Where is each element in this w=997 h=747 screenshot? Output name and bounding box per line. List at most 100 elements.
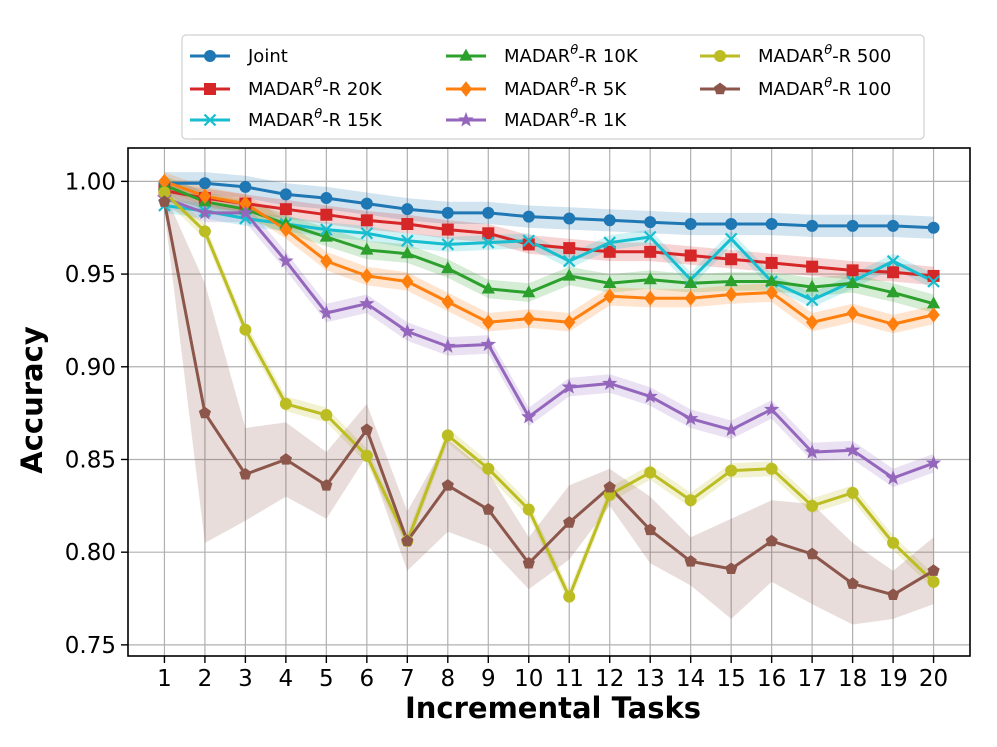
- point-joint-3: [239, 180, 252, 193]
- point-joint-12: [603, 214, 616, 227]
- point-madartheta-r-500-17: [806, 499, 819, 512]
- point-madartheta-r-5k-10: [522, 310, 535, 327]
- legend-marker-madartheta-r-10k: [459, 48, 473, 61]
- point-madartheta-r-15k-6: [360, 227, 374, 240]
- x-axis-label: Incremental Tasks: [405, 691, 701, 725]
- x-tick-label-10: 10: [514, 666, 543, 692]
- point-joint-7: [401, 203, 414, 216]
- x-tick-label-5: 5: [319, 666, 334, 692]
- point-madartheta-r-5k-2: [198, 188, 212, 204]
- point-madartheta-r-20k-18: [846, 264, 859, 277]
- point-joint-10: [522, 210, 535, 223]
- point-joint-15: [725, 218, 738, 231]
- point-madartheta-r-15k-15: [724, 232, 738, 246]
- x-tick-label-17: 17: [797, 666, 826, 692]
- plot-frame: [127, 147, 971, 657]
- point-madartheta-r-20k-15: [725, 253, 738, 266]
- x-tick-label-14: 14: [676, 666, 705, 692]
- point-joint-18: [846, 219, 859, 232]
- x-tick-label-6: 6: [360, 666, 375, 692]
- point-madartheta-r-15k-3: [239, 212, 252, 225]
- x-tick-label-8: 8: [440, 666, 455, 692]
- point-madartheta-r-5k-14: [684, 290, 697, 306]
- point-madartheta-r-500-16: [765, 462, 778, 475]
- y-tick-label-5: 1.00: [65, 169, 116, 195]
- point-madartheta-r-20k-19: [887, 266, 900, 279]
- point-madartheta-r-100-20: [927, 564, 940, 576]
- point-madartheta-r-20k-10: [522, 238, 535, 251]
- point-madartheta-r-20k-8: [441, 223, 454, 236]
- point-joint-13: [644, 216, 657, 229]
- point-madartheta-r-100-4: [279, 453, 292, 465]
- point-madartheta-r-5k-16: [765, 284, 778, 301]
- point-madartheta-r-15k-7: [401, 234, 414, 247]
- point-madartheta-r-1k-10: [521, 408, 537, 424]
- point-madartheta-r-500-13: [644, 466, 657, 479]
- point-madartheta-r-15k-5: [320, 223, 333, 236]
- point-madartheta-r-5k-19: [886, 316, 900, 332]
- point-joint-17: [806, 219, 819, 232]
- point-madartheta-r-1k-11: [561, 379, 577, 394]
- point-madartheta-r-5k-9: [482, 314, 495, 331]
- point-madartheta-r-5k-15: [725, 286, 738, 303]
- point-madartheta-r-15k-11: [562, 254, 576, 268]
- line-madartheta-r-5k: [163, 179, 934, 326]
- point-joint-20: [927, 221, 940, 234]
- series-lines: [162, 179, 935, 599]
- point-madartheta-r-500-20: [927, 575, 940, 588]
- line-joint: [164, 181, 934, 230]
- point-madartheta-r-5k-12: [603, 288, 616, 305]
- point-madartheta-r-20k-17: [806, 260, 819, 273]
- legend-label-madartheta-r-15k: MADARθ-R 15K: [248, 107, 383, 131]
- legend-label-madartheta-r-10k: MADARθ-R 10K: [504, 43, 639, 67]
- legend-label-madartheta-r-500: MADARθ-R 500: [758, 43, 891, 67]
- point-madartheta-r-5k-13: [644, 290, 657, 306]
- point-madartheta-r-100-8: [441, 479, 454, 491]
- point-madartheta-r-5k-20: [927, 307, 940, 323]
- point-madartheta-r-500-19: [887, 536, 900, 549]
- series-markers: [156, 173, 942, 603]
- point-madartheta-r-15k-12: [603, 236, 616, 249]
- x-tick-label-13: 13: [636, 666, 665, 692]
- point-madartheta-r-5k-17: [805, 314, 819, 331]
- point-joint-5: [320, 192, 333, 205]
- point-madartheta-r-100-15: [725, 562, 738, 574]
- point-madartheta-r-10k-11: [562, 268, 576, 281]
- point-madartheta-r-500-15: [725, 464, 738, 477]
- point-madartheta-r-100-10: [522, 556, 535, 569]
- x-tick-label-4: 4: [279, 666, 294, 692]
- x-tick-label-2: 2: [198, 666, 213, 692]
- point-madartheta-r-100-6: [360, 423, 373, 435]
- point-madartheta-r-1k-20: [925, 455, 942, 470]
- point-madartheta-r-1k-5: [318, 304, 334, 320]
- band-madartheta-r-10k: [164, 175, 934, 313]
- point-madartheta-r-100-17: [806, 547, 819, 560]
- x-tick-label-7: 7: [400, 666, 415, 692]
- x-tick-label-12: 12: [595, 666, 624, 692]
- point-joint-11: [563, 212, 576, 225]
- line-madartheta-r-20k: [164, 189, 934, 278]
- y-tick-label-4: 0.95: [65, 262, 116, 288]
- band-madartheta-r-100: [164, 192, 934, 625]
- point-madartheta-r-100-14: [684, 555, 697, 567]
- point-madartheta-r-100-5: [320, 479, 333, 491]
- point-madartheta-r-1k-12: [602, 375, 618, 390]
- point-madartheta-r-5k-11: [563, 314, 576, 331]
- point-madartheta-r-10k-13: [643, 272, 657, 285]
- point-madartheta-r-10k-19: [886, 285, 900, 298]
- x-tick-label-3: 3: [238, 666, 253, 692]
- point-madartheta-r-15k-19: [886, 254, 900, 268]
- point-madartheta-r-15k-20: [927, 275, 940, 288]
- point-joint-8: [441, 206, 454, 219]
- legend-frame: [181, 34, 925, 140]
- legend-marker-madartheta-r-5k: [459, 81, 473, 97]
- y-tick-label-0: 0.75: [65, 633, 116, 659]
- point-madartheta-r-5k-8: [441, 294, 454, 310]
- point-madartheta-r-100-9: [482, 503, 495, 515]
- y-tick-label-1: 0.80: [65, 540, 116, 566]
- point-madartheta-r-20k-9: [482, 227, 495, 240]
- x-tick-label-18: 18: [838, 666, 867, 692]
- legend-label-madartheta-r-20k: MADARθ-R 20K: [248, 76, 383, 100]
- x-tick-label-1: 1: [157, 666, 172, 692]
- point-madartheta-r-500-8: [441, 429, 454, 442]
